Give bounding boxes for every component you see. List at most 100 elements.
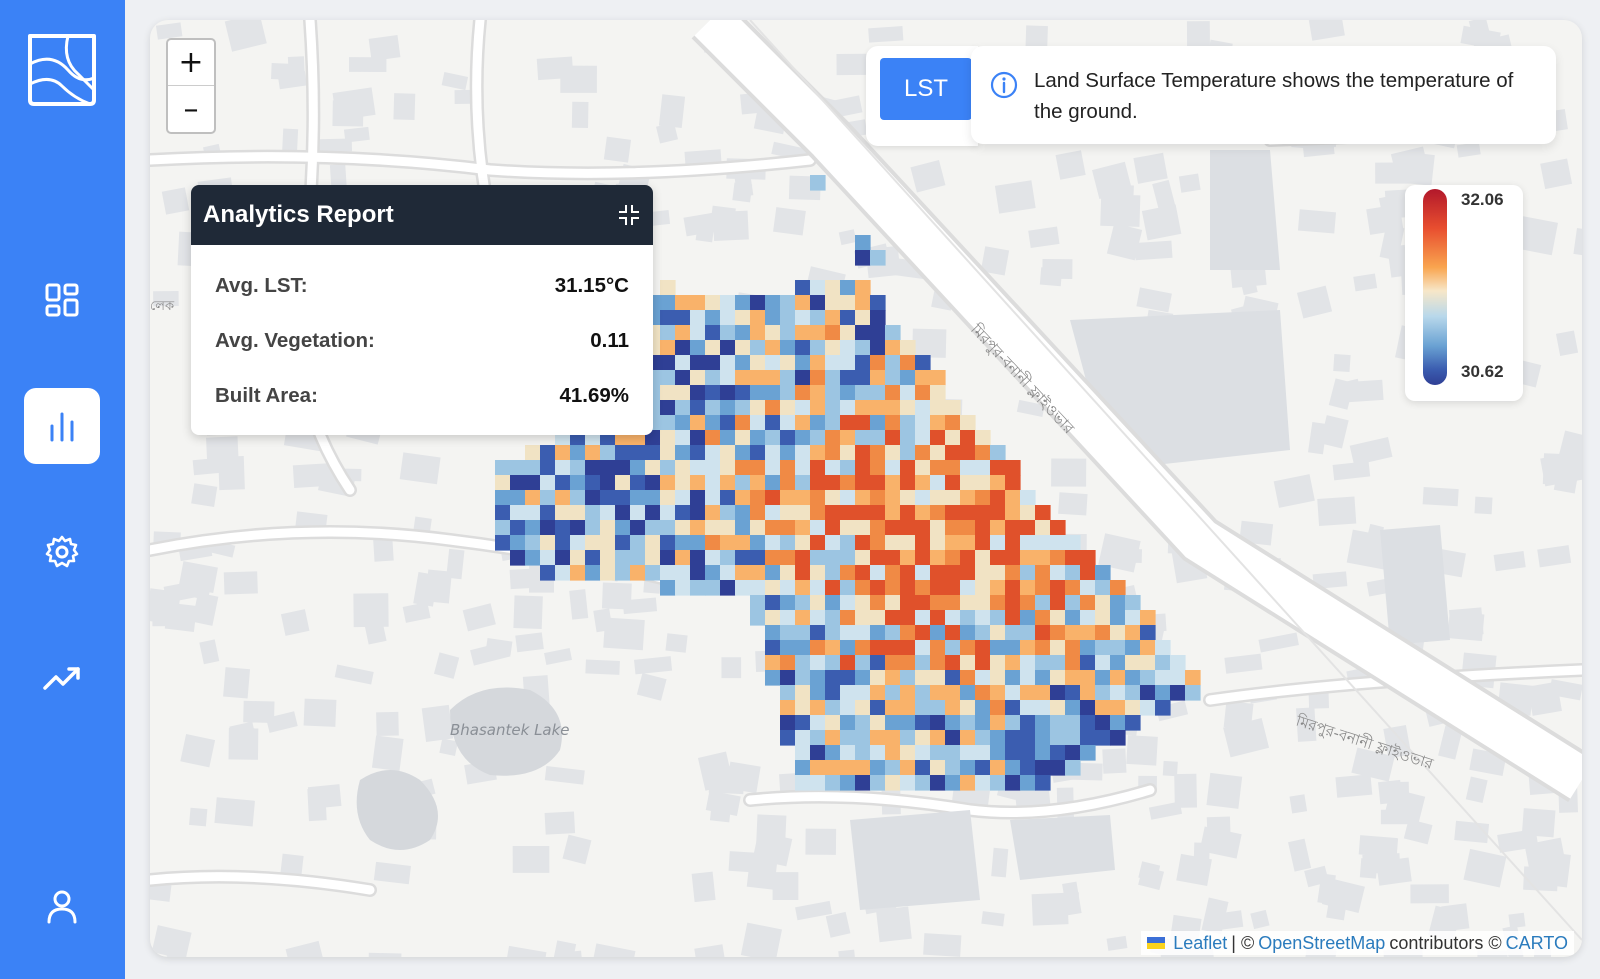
- heat-cell: [1080, 565, 1096, 581]
- heat-cell: [900, 580, 916, 596]
- building-block: [1390, 146, 1428, 173]
- heat-cell: [1050, 640, 1066, 656]
- heat-cell: [1140, 655, 1156, 671]
- sidebar-item-dashboard[interactable]: [24, 262, 100, 338]
- building-block: [1548, 679, 1582, 701]
- heat-cell: [915, 775, 931, 791]
- sidebar-item-trends[interactable]: [24, 640, 100, 716]
- heat-cell: [975, 445, 991, 461]
- heat-cell: [870, 385, 886, 401]
- zoom-in-button[interactable]: +: [168, 40, 214, 86]
- heat-cell: [1080, 610, 1096, 626]
- heat-cell: [855, 610, 871, 626]
- building-block: [224, 20, 267, 52]
- heat-cell: [900, 745, 916, 761]
- leaflet-link[interactable]: Leaflet: [1173, 932, 1228, 953]
- collapse-icon[interactable]: [617, 203, 641, 227]
- building-block: [192, 592, 219, 626]
- heat-cell: [1140, 610, 1156, 626]
- heat-cell: [1050, 535, 1066, 551]
- heat-cell: [840, 775, 856, 791]
- heat-cell: [960, 700, 976, 716]
- heat-cell: [885, 340, 901, 356]
- heat-cell: [705, 445, 721, 461]
- osm-link[interactable]: OpenStreetMap: [1258, 932, 1386, 953]
- heat-cell: [1110, 730, 1126, 746]
- report-title: Analytics Report: [203, 201, 394, 228]
- heat-cell: [915, 550, 931, 566]
- building-block: [399, 452, 441, 485]
- heat-cell: [885, 775, 901, 791]
- heat-cell: [690, 370, 706, 386]
- heat-cell: [840, 430, 856, 446]
- heat-cell: [930, 370, 946, 386]
- report-row-value: 0.11: [590, 329, 629, 352]
- building-block: [1186, 21, 1210, 50]
- heat-cell: [945, 625, 961, 641]
- heat-cell: [660, 565, 676, 581]
- heat-cell: [855, 250, 871, 266]
- building-block: [805, 828, 837, 855]
- heat-cell: [495, 505, 511, 521]
- building-block: [1555, 330, 1579, 357]
- building-block: [433, 652, 460, 679]
- heat-cell: [525, 520, 541, 536]
- heat-cell: [990, 460, 1006, 476]
- zoom-out-button[interactable]: –: [183, 91, 199, 127]
- heat-cell: [885, 595, 901, 611]
- building-block: [1136, 287, 1172, 313]
- sidebar-item-settings[interactable]: [24, 514, 100, 590]
- building-block: [1438, 725, 1463, 760]
- heat-cell: [600, 505, 616, 521]
- carto-link[interactable]: CARTO: [1505, 932, 1568, 953]
- building-block: [332, 100, 364, 127]
- building-block: [189, 807, 208, 827]
- heat-cell: [720, 340, 736, 356]
- heat-cell: [1020, 760, 1036, 776]
- heat-cell: [900, 625, 916, 641]
- heat-cell: [1125, 685, 1141, 701]
- heat-cell: [1065, 625, 1081, 641]
- heat-cell: [840, 730, 856, 746]
- map-basemap[interactable]: Bhasantek Lake মিরপুর-বনানী ফ্লাইওভার মি…: [150, 20, 1582, 957]
- heat-cell: [840, 310, 856, 326]
- heat-cell: [690, 460, 706, 476]
- heat-cell: [945, 520, 961, 536]
- heat-cell: [990, 775, 1006, 791]
- heat-cell: [645, 535, 661, 551]
- lst-layer-button[interactable]: LST: [880, 58, 972, 120]
- heat-cell: [780, 550, 796, 566]
- heat-cell: [855, 685, 871, 701]
- heat-cell: [780, 430, 796, 446]
- heat-cell: [690, 505, 706, 521]
- heat-cell: [975, 715, 991, 731]
- heat-cell: [645, 520, 661, 536]
- heat-cell: [855, 340, 871, 356]
- heat-cell: [720, 400, 736, 416]
- heat-cell: [1050, 610, 1066, 626]
- heat-cell: [795, 550, 811, 566]
- sidebar-item-profile[interactable]: [24, 868, 100, 944]
- heat-cell: [900, 460, 916, 476]
- heat-cell: [765, 475, 781, 491]
- heat-cell: [855, 385, 871, 401]
- heat-cell: [1110, 670, 1126, 686]
- heat-cell: [1065, 610, 1081, 626]
- sidebar-item-analytics[interactable]: [24, 388, 100, 464]
- heat-cell: [870, 415, 886, 431]
- map-view[interactable]: Bhasantek Lake মিরপুর-বনানী ফ্লাইওভার মি…: [150, 20, 1582, 957]
- heat-cell: [930, 490, 946, 506]
- heat-cell: [885, 535, 901, 551]
- heat-cell: [840, 475, 856, 491]
- heat-cell: [825, 730, 841, 746]
- heat-cell: [690, 445, 706, 461]
- heat-cell: [735, 325, 751, 341]
- heat-cell: [960, 760, 976, 776]
- heat-cell: [945, 415, 961, 431]
- building-block: [560, 65, 597, 93]
- app-logo[interactable]: [22, 30, 102, 110]
- heat-cell: [780, 565, 796, 581]
- heat-cell: [1110, 625, 1126, 641]
- heat-cell: [705, 520, 721, 536]
- heat-cell: [855, 355, 871, 371]
